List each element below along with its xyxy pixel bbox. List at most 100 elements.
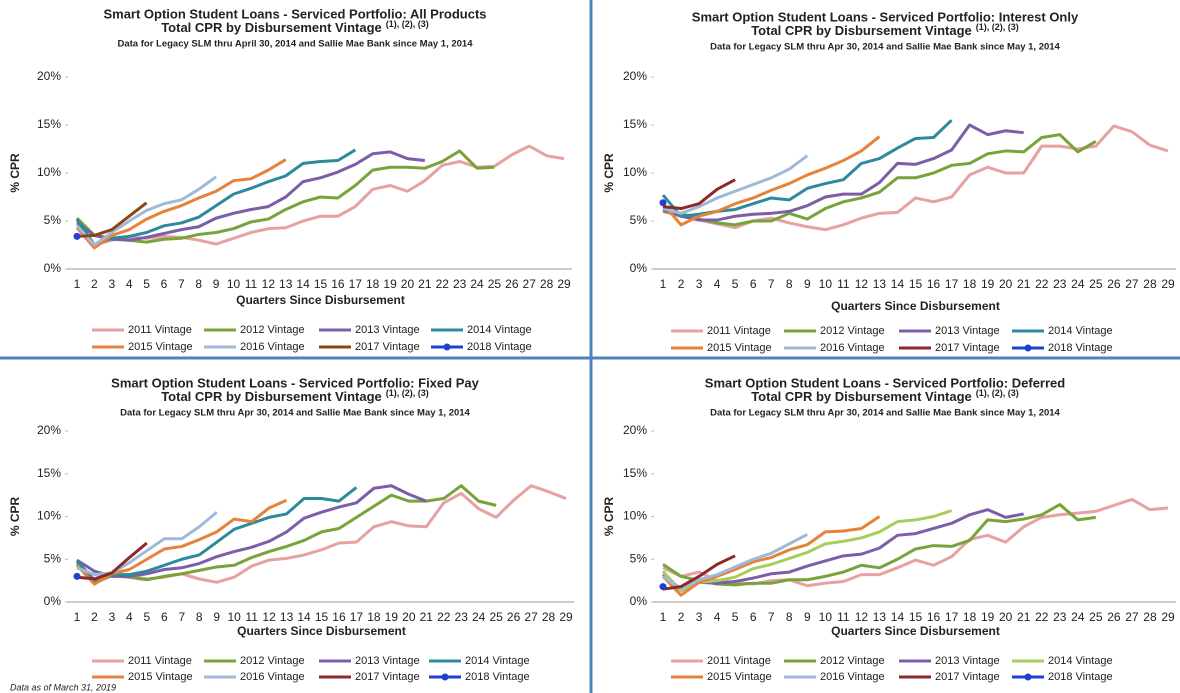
y-tick-label: 5% [44,213,62,227]
x-tick-label: 14 [296,277,310,291]
legend-marker [441,673,449,681]
x-tick-label: 25 [489,610,503,624]
x-tick-label: 10 [819,610,833,624]
x-tick-label: 12 [262,610,276,624]
y-tick-label: 15% [37,466,61,480]
x-tick-label: 21 [1017,277,1031,291]
x-tick-label: 8 [195,277,202,291]
legend-marker [1024,673,1032,681]
x-tick-label: 3 [696,277,703,291]
legend-label: 2017 Vintage [935,671,1000,683]
y-tick-label: 0% [630,261,648,275]
x-tick-label: 26 [1107,610,1121,624]
x-tick-label: 2 [91,610,98,624]
legend-label: 2012 Vintage [240,324,305,336]
legend-label: 2011 Vintage [707,325,771,337]
x-tick-label: 24 [1071,610,1085,624]
chart-title: Smart Option Student Loans - Serviced Po… [705,375,1065,390]
x-tick-label: 24 [472,610,486,624]
x-tick-label: 7 [178,610,185,624]
x-tick-label: 29 [1161,610,1175,624]
y-tick-label: 10% [37,509,61,523]
legend-label: 2015 Vintage [707,671,772,683]
legend-label: 2012 Vintage [820,655,885,667]
series-line [76,201,148,238]
footnote: Data as of March 31, 2019 [10,682,116,692]
chart-note: Data for Legacy SLM thru Apr 30, 2014 an… [710,408,1060,419]
x-tick-label: 28 [1143,277,1157,291]
x-tick-label: 17 [945,277,959,291]
x-tick-label: 25 [1089,610,1103,624]
legend-label: 2017 Vintage [355,341,420,353]
x-tick-label: 13 [279,277,293,291]
y-axis-label: % CPR [8,496,22,536]
x-tick-label: 8 [786,610,793,624]
x-tick-label: 27 [523,277,537,291]
series-line [661,509,953,593]
x-tick-label: 3 [109,610,116,624]
x-tick-label: 20 [999,610,1013,624]
x-tick-label: 9 [213,277,220,291]
x-tick-label: 6 [750,277,757,291]
x-tick-label: 22 [1035,277,1049,291]
x-tick-label: 24 [1071,277,1085,291]
legend-label: 2016 Vintage [240,671,305,683]
legend-label: 2016 Vintage [820,342,885,354]
series-point [659,583,667,591]
y-tick-label: 5% [630,551,648,565]
x-tick-label: 18 [366,277,380,291]
legend-label: 2015 Vintage [128,341,193,353]
x-tick-label: 6 [750,610,757,624]
x-tick-label: 13 [280,610,294,624]
x-tick-label: 15 [315,610,329,624]
x-tick-label: 26 [1107,277,1121,291]
x-tick-label: 14 [891,610,905,624]
x-tick-label: 5 [144,610,151,624]
series-line [75,484,497,585]
chart-note: Data for Legacy SLM thru April 30, 2014 … [118,39,474,50]
x-tick-label: 15 [909,277,923,291]
series-line [662,508,1024,591]
x-tick-label: 21 [418,277,432,291]
x-tick-label: 20 [402,610,416,624]
x-tick-label: 16 [927,277,941,291]
legend-label: 2014 Vintage [465,655,530,667]
x-tick-label: 28 [542,610,556,624]
chart-subtitle: Total CPR by Disbursement Vintage (1), (2… [751,388,1019,404]
x-tick-label: 13 [873,610,887,624]
y-tick-label: 5% [630,213,648,227]
x-tick-label: 18 [963,277,977,291]
x-tick-label: 10 [819,277,833,291]
y-tick-label: 20% [623,423,647,437]
x-tick-label: 18 [963,610,977,624]
y-tick-label: 10% [623,165,647,179]
series-line [76,511,218,577]
x-tick-label: 12 [262,277,276,291]
series-line [662,133,1097,227]
legend-label: 2013 Vintage [935,325,1000,337]
x-tick-label: 6 [161,610,168,624]
subtitle-text: Total CPR by Disbursement Vintage [161,389,382,404]
x-tick-label: 22 [1035,610,1049,624]
x-tick-label: 9 [213,610,220,624]
x-tick-label: 16 [332,610,346,624]
legend-label: 2018 Vintage [465,671,530,683]
x-tick-label: 7 [768,277,775,291]
legend-label: 2013 Vintage [935,655,1000,667]
x-tick-label: 25 [488,277,502,291]
y-tick-label: 20% [37,69,61,83]
legend-label: 2013 Vintage [355,324,420,336]
x-tick-label: 15 [314,277,328,291]
x-tick-label: 2 [91,277,98,291]
x-tick-label: 25 [1089,277,1103,291]
subtitle-superscript: (1), (2), (3) [386,19,429,29]
x-tick-label: 17 [349,277,363,291]
legend-label: 2018 Vintage [1048,342,1113,354]
x-tick-label: 4 [714,277,721,291]
x-axis-label: Quarters Since Disbursement [831,624,1000,638]
x-axis-label: Quarters Since Disbursement [237,624,406,638]
x-tick-label: 19 [385,610,399,624]
x-tick-label: 5 [732,610,739,624]
x-axis-label: Quarters Since Disbursement [236,293,405,307]
series-point [73,572,81,580]
